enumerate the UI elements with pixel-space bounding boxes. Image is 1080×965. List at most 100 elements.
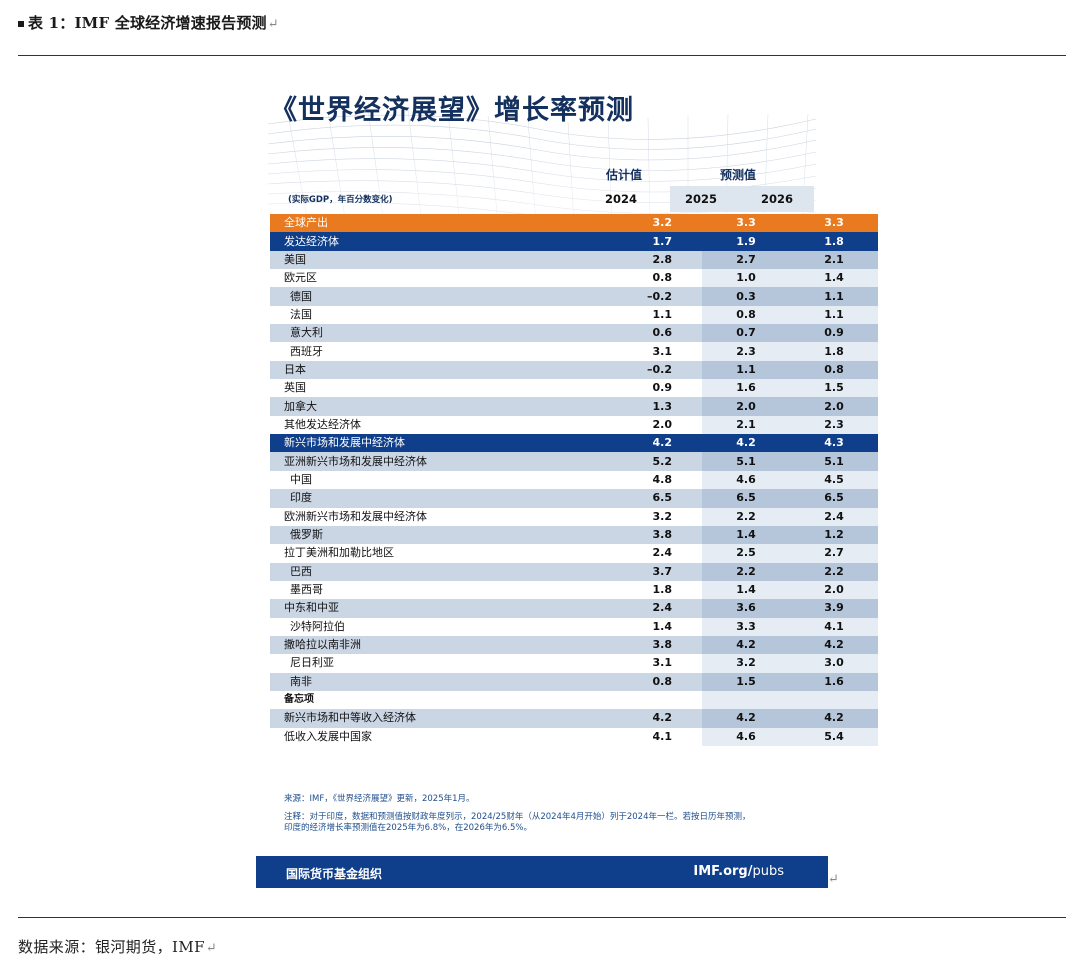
- value-cell-2025: 1.1: [702, 360, 790, 380]
- value-cell-2026: 3.9: [790, 599, 878, 618]
- value-cell-2025: 6.5: [702, 489, 790, 508]
- value-cell-2024: 3.8: [552, 635, 702, 655]
- source-note: 来源：IMF，《世界经济展望》更新，2025年1月。: [284, 794, 475, 804]
- row-label: 欧元区: [284, 271, 317, 285]
- table-row: 撒哈拉以南非洲 3.8 4.2 4.2: [270, 635, 878, 655]
- table-row: 新兴市场和中等收入经济体 4.2 4.2 4.2: [270, 709, 878, 728]
- value-cell-2024: 4.2: [552, 709, 702, 728]
- value-cell-2025: 1.4: [702, 525, 790, 545]
- table-row: 亚洲新兴市场和发展中经济体 5.2 5.1 5.1: [270, 452, 878, 471]
- value-cell-2026: 1.1: [790, 305, 878, 325]
- row-label: 低收入发展中国家: [284, 729, 372, 743]
- value-cell-2026: 0.8: [790, 360, 878, 380]
- value-cell-2025: 2.5: [702, 544, 790, 563]
- note-line-2: 印度的经济增长率预测值在2025年为6.8%，在2026年为6.5%。: [284, 823, 532, 833]
- bottom-rule: [18, 917, 1066, 918]
- caption-text: 表 1：IMF 全球经济增速报告预测: [28, 14, 267, 32]
- return-mark-icon: ↵: [205, 941, 218, 956]
- value-cell-2025: [702, 690, 790, 710]
- value-cell-2025: 2.0: [702, 397, 790, 416]
- row-label: 墨西哥: [290, 583, 323, 597]
- value-cell-2024: 4.8: [652, 472, 673, 486]
- value-cell-2026: 4.2: [790, 709, 878, 728]
- value-cell-2026: 4.1: [790, 617, 878, 636]
- value-cell-2026: 2.4: [790, 507, 878, 526]
- row-label: 英国: [284, 381, 306, 395]
- value-cell-2026: 2.7: [790, 544, 878, 563]
- row-label: 巴西: [270, 562, 552, 581]
- value-cell-2024: 0.9: [652, 381, 673, 395]
- table-row: 中国 4.8 4.6 4.5: [270, 470, 878, 490]
- imf-footer-bar: 国际货币基金组织 IMF.org/pubs: [256, 856, 828, 888]
- forecast-header: 预测值: [720, 168, 757, 182]
- value-cell-2025: 4.6: [702, 727, 790, 746]
- footer-link[interactable]: IMF.org/pubs: [693, 864, 784, 879]
- value-cell-2024: 3.7: [552, 562, 702, 581]
- value-cell-2024: 1.4: [652, 619, 673, 633]
- value-cell-2025: 3.3: [702, 214, 790, 233]
- value-cell-2025: 2.3: [702, 342, 790, 361]
- value-cell-2025: 0.3: [702, 287, 790, 306]
- table-row: 发达经济体 1.7 1.9 1.8: [270, 232, 878, 251]
- row-label: 撒哈拉以南非洲: [270, 635, 552, 655]
- row-label: 俄罗斯: [270, 525, 552, 545]
- year-2026: 2026: [761, 192, 794, 206]
- value-cell-2026: 1.1: [790, 287, 878, 306]
- value-cell-2025: 2.7: [702, 250, 790, 270]
- footer-url-pubs: pubs: [752, 864, 784, 879]
- row-label: 德国: [270, 287, 552, 306]
- value-cell-2026: 2.3: [790, 415, 878, 435]
- table-row: 日本 –0.2 1.1 0.8: [270, 360, 878, 380]
- row-label: 欧洲新兴市场和发展中经济体: [284, 509, 427, 523]
- row-label: 南非: [270, 672, 552, 691]
- growth-table: 全球产出 3.2 3.3 3.3 发达经济体 1.7 1.9 1.8 美国 2.8 2.7 2.1 欧元…: [270, 214, 878, 746]
- units-label: (实际GDP，年百分数变化): [288, 195, 393, 205]
- table-row: 巴西 3.7 2.2 2.2: [270, 562, 878, 581]
- value-cell-2025: 4.6: [702, 470, 790, 490]
- row-label: 备忘项: [284, 694, 314, 706]
- value-cell-2025: 4.2: [702, 635, 790, 655]
- return-mark-icon: ↵: [828, 872, 839, 887]
- row-label: 印度: [270, 489, 552, 508]
- value-cell-2024: 3.8: [552, 525, 702, 545]
- value-cell-2024: 1.7: [552, 232, 702, 251]
- value-cell-2025: 1.4: [702, 580, 790, 600]
- table-row: 法国 1.1 0.8 1.1: [270, 305, 878, 325]
- value-cell-2024: 1.3: [552, 397, 702, 416]
- footer-url-main: IMF.org/: [693, 864, 753, 879]
- value-cell-2026: 1.2: [790, 525, 878, 545]
- value-cell-2025: 5.1: [702, 452, 790, 471]
- table-row: 尼日利亚 3.1 3.2 3.0: [270, 654, 878, 673]
- value-cell-2026: 3.3: [790, 214, 878, 233]
- value-cell-2025: 3.3: [702, 617, 790, 636]
- value-cell-2024: 1.8: [652, 583, 673, 597]
- value-cell-2024: 0.8: [652, 271, 673, 285]
- row-label: 加拿大: [270, 397, 552, 416]
- row-label: 全球产出: [270, 214, 552, 233]
- top-rule: [18, 55, 1066, 56]
- value-cell-2026: 0.9: [790, 324, 878, 343]
- value-cell-2024: 4.2: [552, 434, 702, 453]
- value-cell-2026: 2.2: [790, 562, 878, 581]
- value-cell-2026: 5.4: [790, 727, 878, 746]
- value-cell-2026: 1.5: [790, 379, 878, 398]
- value-cell-2025: 3.2: [702, 654, 790, 673]
- value-cell-2025: 4.2: [702, 434, 790, 453]
- row-label: 尼日利亚: [290, 656, 334, 670]
- table-row: 低收入发展中国家 4.1 4.6 5.4: [270, 727, 878, 746]
- row-label: 美国: [270, 250, 552, 270]
- forecast-header-shade: [670, 186, 814, 212]
- value-cell-2025: 2.2: [702, 507, 790, 526]
- value-cell-2024: 3.1: [652, 656, 673, 670]
- row-label: 亚洲新兴市场和发展中经济体: [270, 452, 552, 471]
- year-2024: 2024: [605, 192, 638, 206]
- value-cell-2024: [552, 691, 702, 709]
- value-cell-2026: 2.1: [790, 250, 878, 270]
- row-label: 日本: [270, 360, 552, 380]
- value-cell-2024: 3.2: [652, 509, 673, 523]
- value-cell-2026: 4.5: [790, 470, 878, 490]
- value-cell-2024: 2.4: [652, 546, 673, 560]
- bullet-square-icon: [18, 21, 24, 27]
- value-cell-2026: 6.5: [790, 489, 878, 508]
- value-cell-2026: 1.8: [790, 342, 878, 361]
